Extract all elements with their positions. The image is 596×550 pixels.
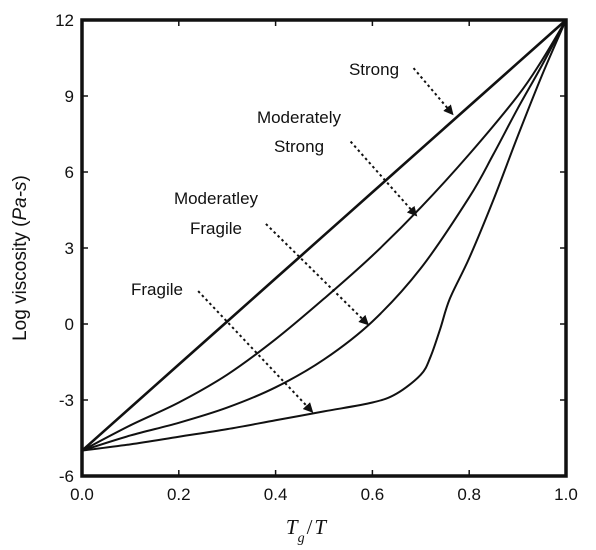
y-tick-label: 12 [55, 11, 74, 30]
x-tick-label: 1.0 [554, 485, 578, 504]
x-tick-label: 0.0 [70, 485, 94, 504]
annotation-label: Fragile [131, 280, 183, 299]
annotation-label: Moderatley [174, 189, 259, 208]
annotation-label: Fragile [190, 219, 242, 238]
x-axis-label-slash: / [307, 515, 313, 539]
y-tick-label: 0 [65, 315, 74, 334]
x-tick-label: 0.6 [361, 485, 385, 504]
x-axis-label-denom: T [314, 515, 327, 539]
annotation-arrow [197, 290, 314, 413]
x-tick-label: 0.4 [264, 485, 288, 504]
annotation-arrow [265, 223, 369, 326]
x-axis-label-sub: g [298, 531, 305, 546]
annotation-arrow [412, 67, 454, 116]
y-tick-label: -3 [59, 391, 74, 410]
y-axis-label-suffix: ) [10, 175, 31, 181]
y-axis-label-unit: Pa-s [10, 181, 31, 221]
series-line-3 [81, 19, 567, 452]
x-axis-label: Tg/T [286, 515, 328, 546]
y-axis-label-prefix: Log viscosity ( [10, 220, 31, 341]
x-axis-label-main: T [286, 515, 299, 539]
annotation-label: Strong [274, 137, 324, 156]
x-tick-label: 0.8 [457, 485, 481, 504]
series-line-4 [81, 19, 567, 452]
y-tick-label: 9 [65, 87, 74, 106]
y-axis-label: Log viscosity (Pa-s) [10, 175, 31, 341]
annotation-label: Moderately [257, 108, 342, 127]
y-tick-label: 3 [65, 239, 74, 258]
annotation-label: Strong [349, 60, 399, 79]
plot-frame [80, 18, 568, 478]
y-tick-label: 6 [65, 163, 74, 182]
series-line-1 [81, 19, 567, 452]
y-tick-label: -6 [59, 467, 74, 486]
series-line-2 [81, 19, 567, 452]
x-tick-label: 0.2 [167, 485, 191, 504]
